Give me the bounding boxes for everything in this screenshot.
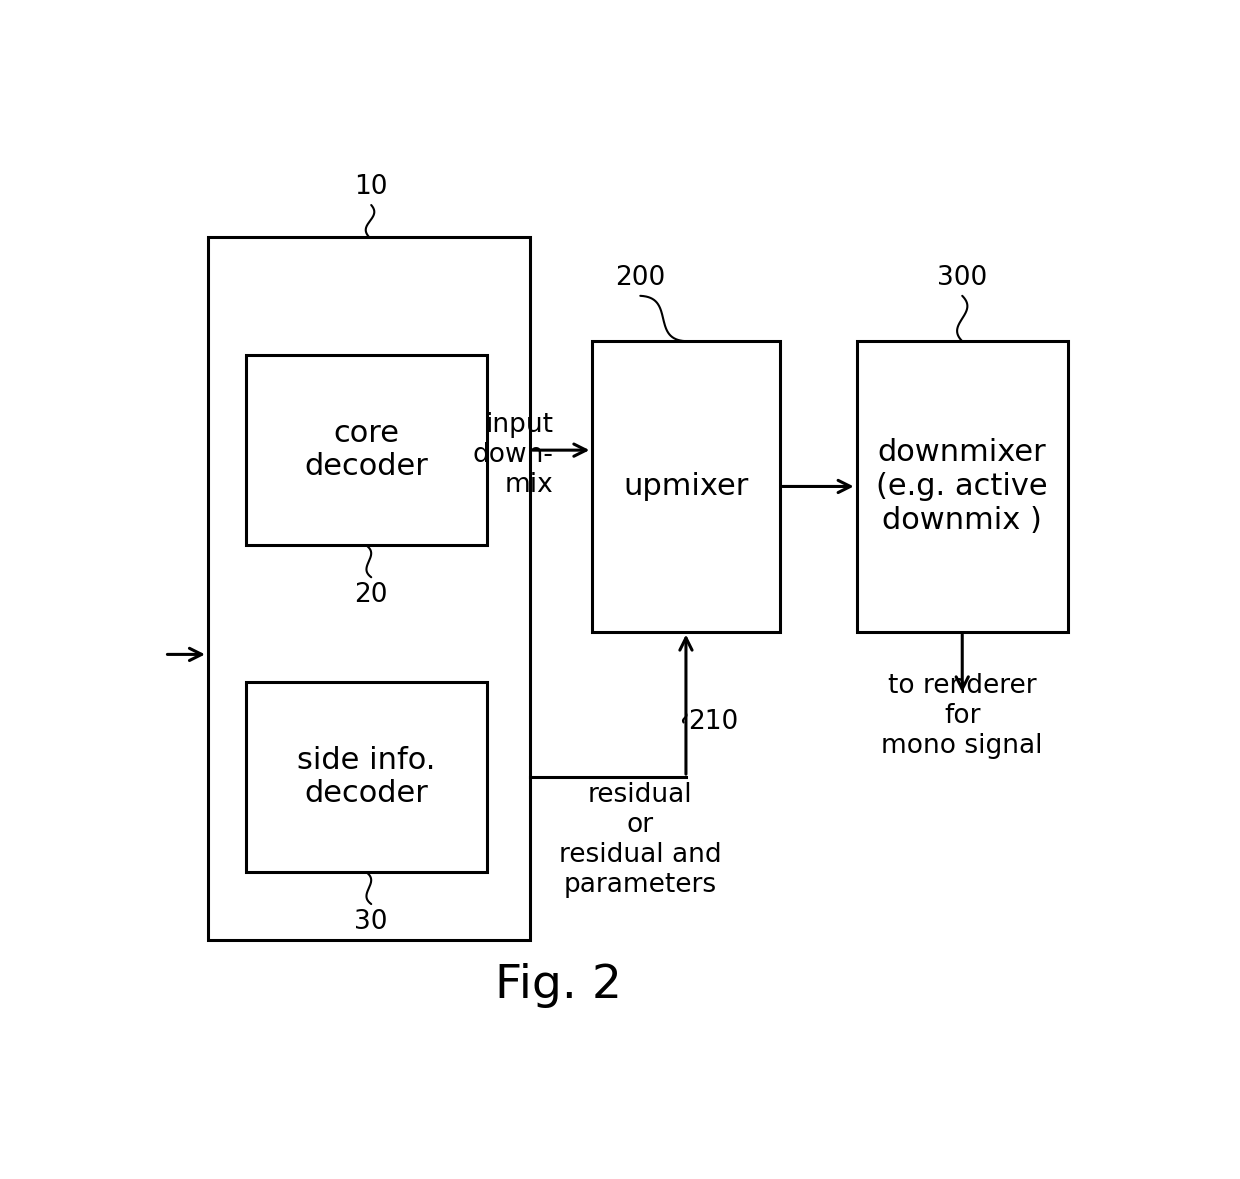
Bar: [593, 341, 780, 632]
Text: downmixer
(e.g. active
downmix ): downmixer (e.g. active downmix ): [877, 439, 1048, 534]
Text: to renderer
for
mono signal: to renderer for mono signal: [882, 672, 1043, 758]
Text: Fig. 2: Fig. 2: [495, 963, 622, 1008]
Text: input
down-
mix: input down- mix: [472, 411, 554, 498]
Bar: [247, 355, 486, 546]
Text: residual
or
residual and
parameters: residual or residual and parameters: [559, 782, 722, 897]
Text: core
decoder: core decoder: [305, 419, 428, 481]
Text: 210: 210: [688, 710, 739, 736]
Text: 200: 200: [615, 265, 666, 291]
Bar: [208, 237, 529, 941]
Text: 300: 300: [937, 265, 987, 291]
Bar: [857, 341, 1068, 632]
Text: 10: 10: [355, 174, 388, 200]
Bar: [247, 681, 486, 872]
Text: 30: 30: [355, 909, 388, 935]
Text: upmixer: upmixer: [624, 472, 749, 501]
Text: 20: 20: [355, 581, 388, 608]
Text: side info.
decoder: side info. decoder: [298, 745, 435, 809]
